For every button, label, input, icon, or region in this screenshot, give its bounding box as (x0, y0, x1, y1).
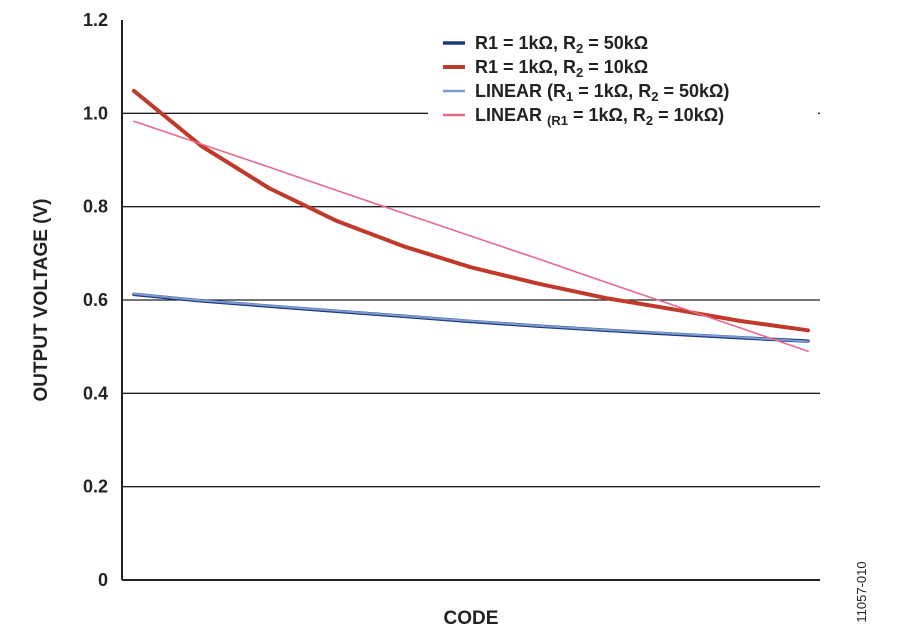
legend-background (428, 28, 818, 146)
y-tick-label: 0.8 (83, 197, 108, 217)
y-tick-label: 1.2 (83, 10, 108, 30)
y-tick-label: 1.0 (83, 103, 108, 123)
figure-id: 11057-010 (854, 561, 869, 622)
series-line-0 (132, 292, 810, 343)
y-tick-label: 0.6 (83, 290, 108, 310)
legend-label-2: LINEAR (R1 = 1kΩ, R2 = 50kΩ) (475, 81, 729, 104)
legend-label-1: R1 = 1kΩ, R2 = 10kΩ (475, 57, 648, 80)
series-line-2 (133, 292, 809, 343)
x-axis-label: CODE (444, 608, 499, 629)
series-line-3 (133, 120, 809, 353)
y-axis-label: OUTPUT VOLTAGE (V) (31, 198, 52, 401)
legend-label-3: LINEAR (R1 = 1kΩ, R2 = 10kΩ) (475, 105, 724, 128)
y-tick-label: 0.2 (83, 477, 108, 497)
y-tick-labels: 0 0.2 0.4 0.6 0.8 1.0 1.2 (83, 10, 108, 590)
y-tick-label: 0.4 (83, 383, 108, 403)
grid-lines (122, 112, 820, 488)
series-lines (132, 88, 810, 353)
legend-label-0: R1 = 1kΩ, R2 = 50kΩ (475, 33, 648, 56)
y-tick-label: 0 (98, 570, 108, 590)
